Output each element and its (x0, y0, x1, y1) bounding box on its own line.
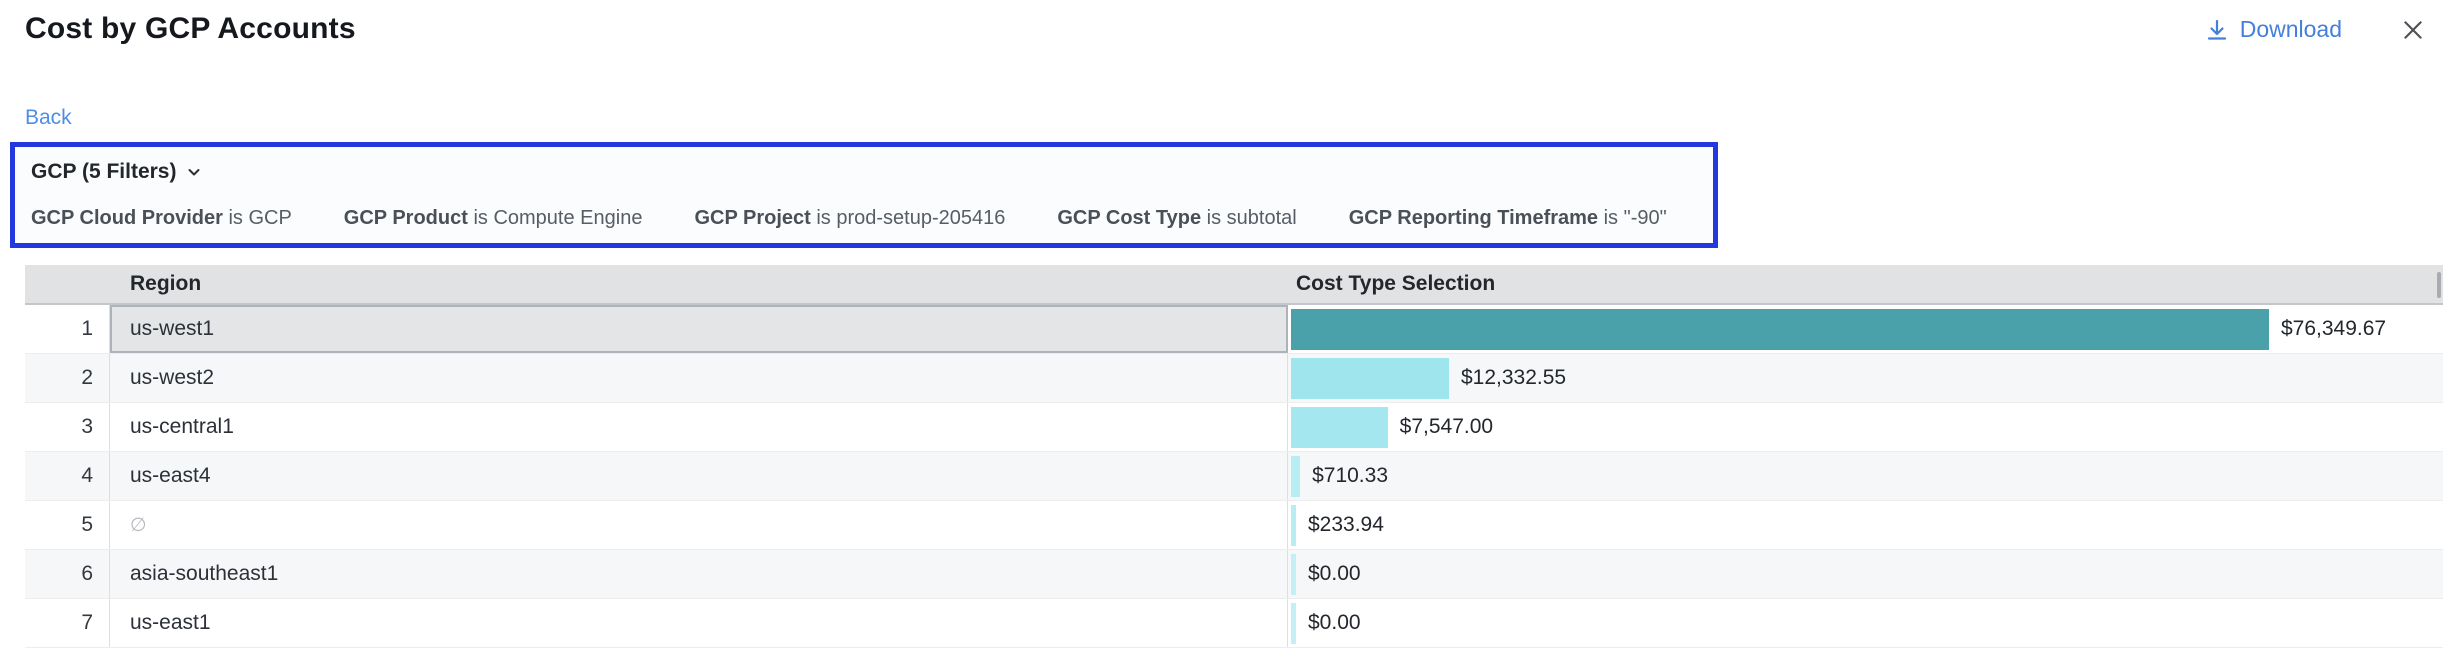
cost-bar (1291, 553, 1296, 595)
close-button[interactable] (2400, 17, 2426, 43)
scrollbar-thumb[interactable] (2437, 272, 2441, 298)
download-label: Download (2239, 16, 2342, 42)
cost-amount: $233.94 (1308, 513, 1384, 536)
filter-field: GCP Project (694, 207, 811, 229)
filter-condition: is Compute Engine (473, 207, 643, 229)
cost-amount: $12,332.55 (1460, 366, 1567, 389)
table-row[interactable]: 5 ∅ $233.94 (25, 501, 2443, 550)
download-icon (2207, 19, 2226, 40)
table-row[interactable]: 1 us-west1 $76,349.67 (25, 305, 2443, 354)
region-label: asia-southeast1 (130, 562, 279, 585)
cost-amount: $0.00 (1308, 611, 1361, 634)
page-title: Cost by GCP Accounts (25, 12, 356, 45)
region-label: us-west1 (130, 317, 215, 340)
region-cell[interactable]: us-east1 (110, 599, 1288, 647)
filter-field: GCP Product (343, 207, 468, 229)
column-header-region[interactable]: Region (130, 272, 202, 295)
filter-item: GCP Cost Type is subtotal (1057, 207, 1296, 230)
row-number-header (25, 265, 110, 303)
filter-summary-label: GCP (5 Filters) (31, 160, 177, 183)
header-actions: Download (2205, 16, 2426, 43)
cost-cell: $233.94 (1288, 501, 2443, 549)
table-row[interactable]: 4 us-east4 $710.33 (25, 452, 2443, 501)
row-number: 1 (25, 305, 110, 353)
cost-amount: $76,349.67 (2281, 317, 2387, 340)
region-label: us-west2 (130, 366, 215, 389)
filter-item: GCP Reporting Timeframe is "-90" (1349, 207, 1667, 230)
filter-condition: is prod-setup-205416 (816, 207, 1006, 229)
region-label: us-east4 (130, 464, 211, 487)
column-header-cost[interactable]: Cost Type Selection (1296, 272, 1496, 295)
cost-cell: $710.33 (1288, 452, 2443, 500)
region-cell[interactable]: us-central1 (110, 403, 1288, 451)
cost-bar (1291, 308, 2269, 350)
row-number: 7 (25, 599, 110, 647)
row-number: 5 (25, 501, 110, 549)
filter-item: GCP Project is prod-setup-205416 (694, 207, 1005, 230)
cost-bar (1291, 455, 1301, 497)
cost-bar (1291, 406, 1388, 448)
filter-list: GCP Cloud Provider is GCP GCP Product is… (31, 207, 1713, 230)
filter-field: GCP Cost Type (1057, 207, 1202, 229)
back-link[interactable]: Back (25, 106, 72, 129)
filter-condition: is subtotal (1206, 207, 1297, 229)
filter-condition: is GCP (228, 207, 292, 229)
table-row[interactable]: 6 asia-southeast1 $0.00 (25, 550, 2443, 599)
cost-cell: $12,332.55 (1288, 354, 2443, 402)
row-number: 4 (25, 452, 110, 500)
chevron-down-icon (188, 169, 200, 176)
cost-amount: $710.33 (1312, 464, 1389, 487)
cost-cell: $0.00 (1288, 599, 2443, 647)
region-cell[interactable]: asia-southeast1 (110, 550, 1288, 598)
table-row[interactable]: 3 us-central1 $7,547.00 (25, 403, 2443, 452)
filter-field: GCP Reporting Timeframe (1348, 207, 1599, 229)
region-label: us-central1 (130, 415, 234, 438)
filter-summary-toggle[interactable]: GCP (5 Filters) (31, 160, 203, 184)
region-cell-selected[interactable]: us-west1 (110, 305, 1288, 353)
cost-cell: $7,547.00 (1288, 403, 2443, 451)
cost-bar (1291, 504, 1296, 546)
table-row[interactable]: 7 us-east1 $0.00 (25, 599, 2443, 648)
row-number: 2 (25, 354, 110, 402)
cost-amount: $7,547.00 (1399, 415, 1494, 438)
null-region-symbol: ∅ (130, 514, 147, 536)
cost-amount: $0.00 (1308, 562, 1361, 585)
filter-condition: is "-90" (1603, 207, 1667, 229)
filter-item: GCP Cloud Provider is GCP (31, 207, 292, 230)
region-label: us-east1 (130, 611, 211, 634)
row-number: 6 (25, 550, 110, 598)
close-icon (2404, 20, 2422, 39)
filter-field: GCP Cloud Provider (31, 207, 223, 229)
filter-panel: GCP (5 Filters) GCP Cloud Provider is GC… (10, 142, 1718, 248)
region-cell[interactable]: us-west2 (110, 354, 1288, 402)
download-button[interactable]: Download (2205, 16, 2342, 43)
region-cell[interactable]: us-east4 (110, 452, 1288, 500)
cost-bar (1291, 357, 1449, 399)
cost-cell: $0.00 (1288, 550, 2443, 598)
cost-cell: $76,349.67 (1288, 305, 2443, 353)
cost-bar (1291, 602, 1296, 644)
region-cell[interactable]: ∅ (110, 501, 1288, 549)
row-number: 3 (25, 403, 110, 451)
table-header-row: Region Cost Type Selection (25, 265, 2443, 305)
table-row[interactable]: 2 us-west2 $12,332.55 (25, 354, 2443, 403)
filter-item: GCP Product is Compute Engine (344, 207, 643, 230)
cost-table: Region Cost Type Selection 1 us-west1 $7… (25, 265, 2443, 648)
